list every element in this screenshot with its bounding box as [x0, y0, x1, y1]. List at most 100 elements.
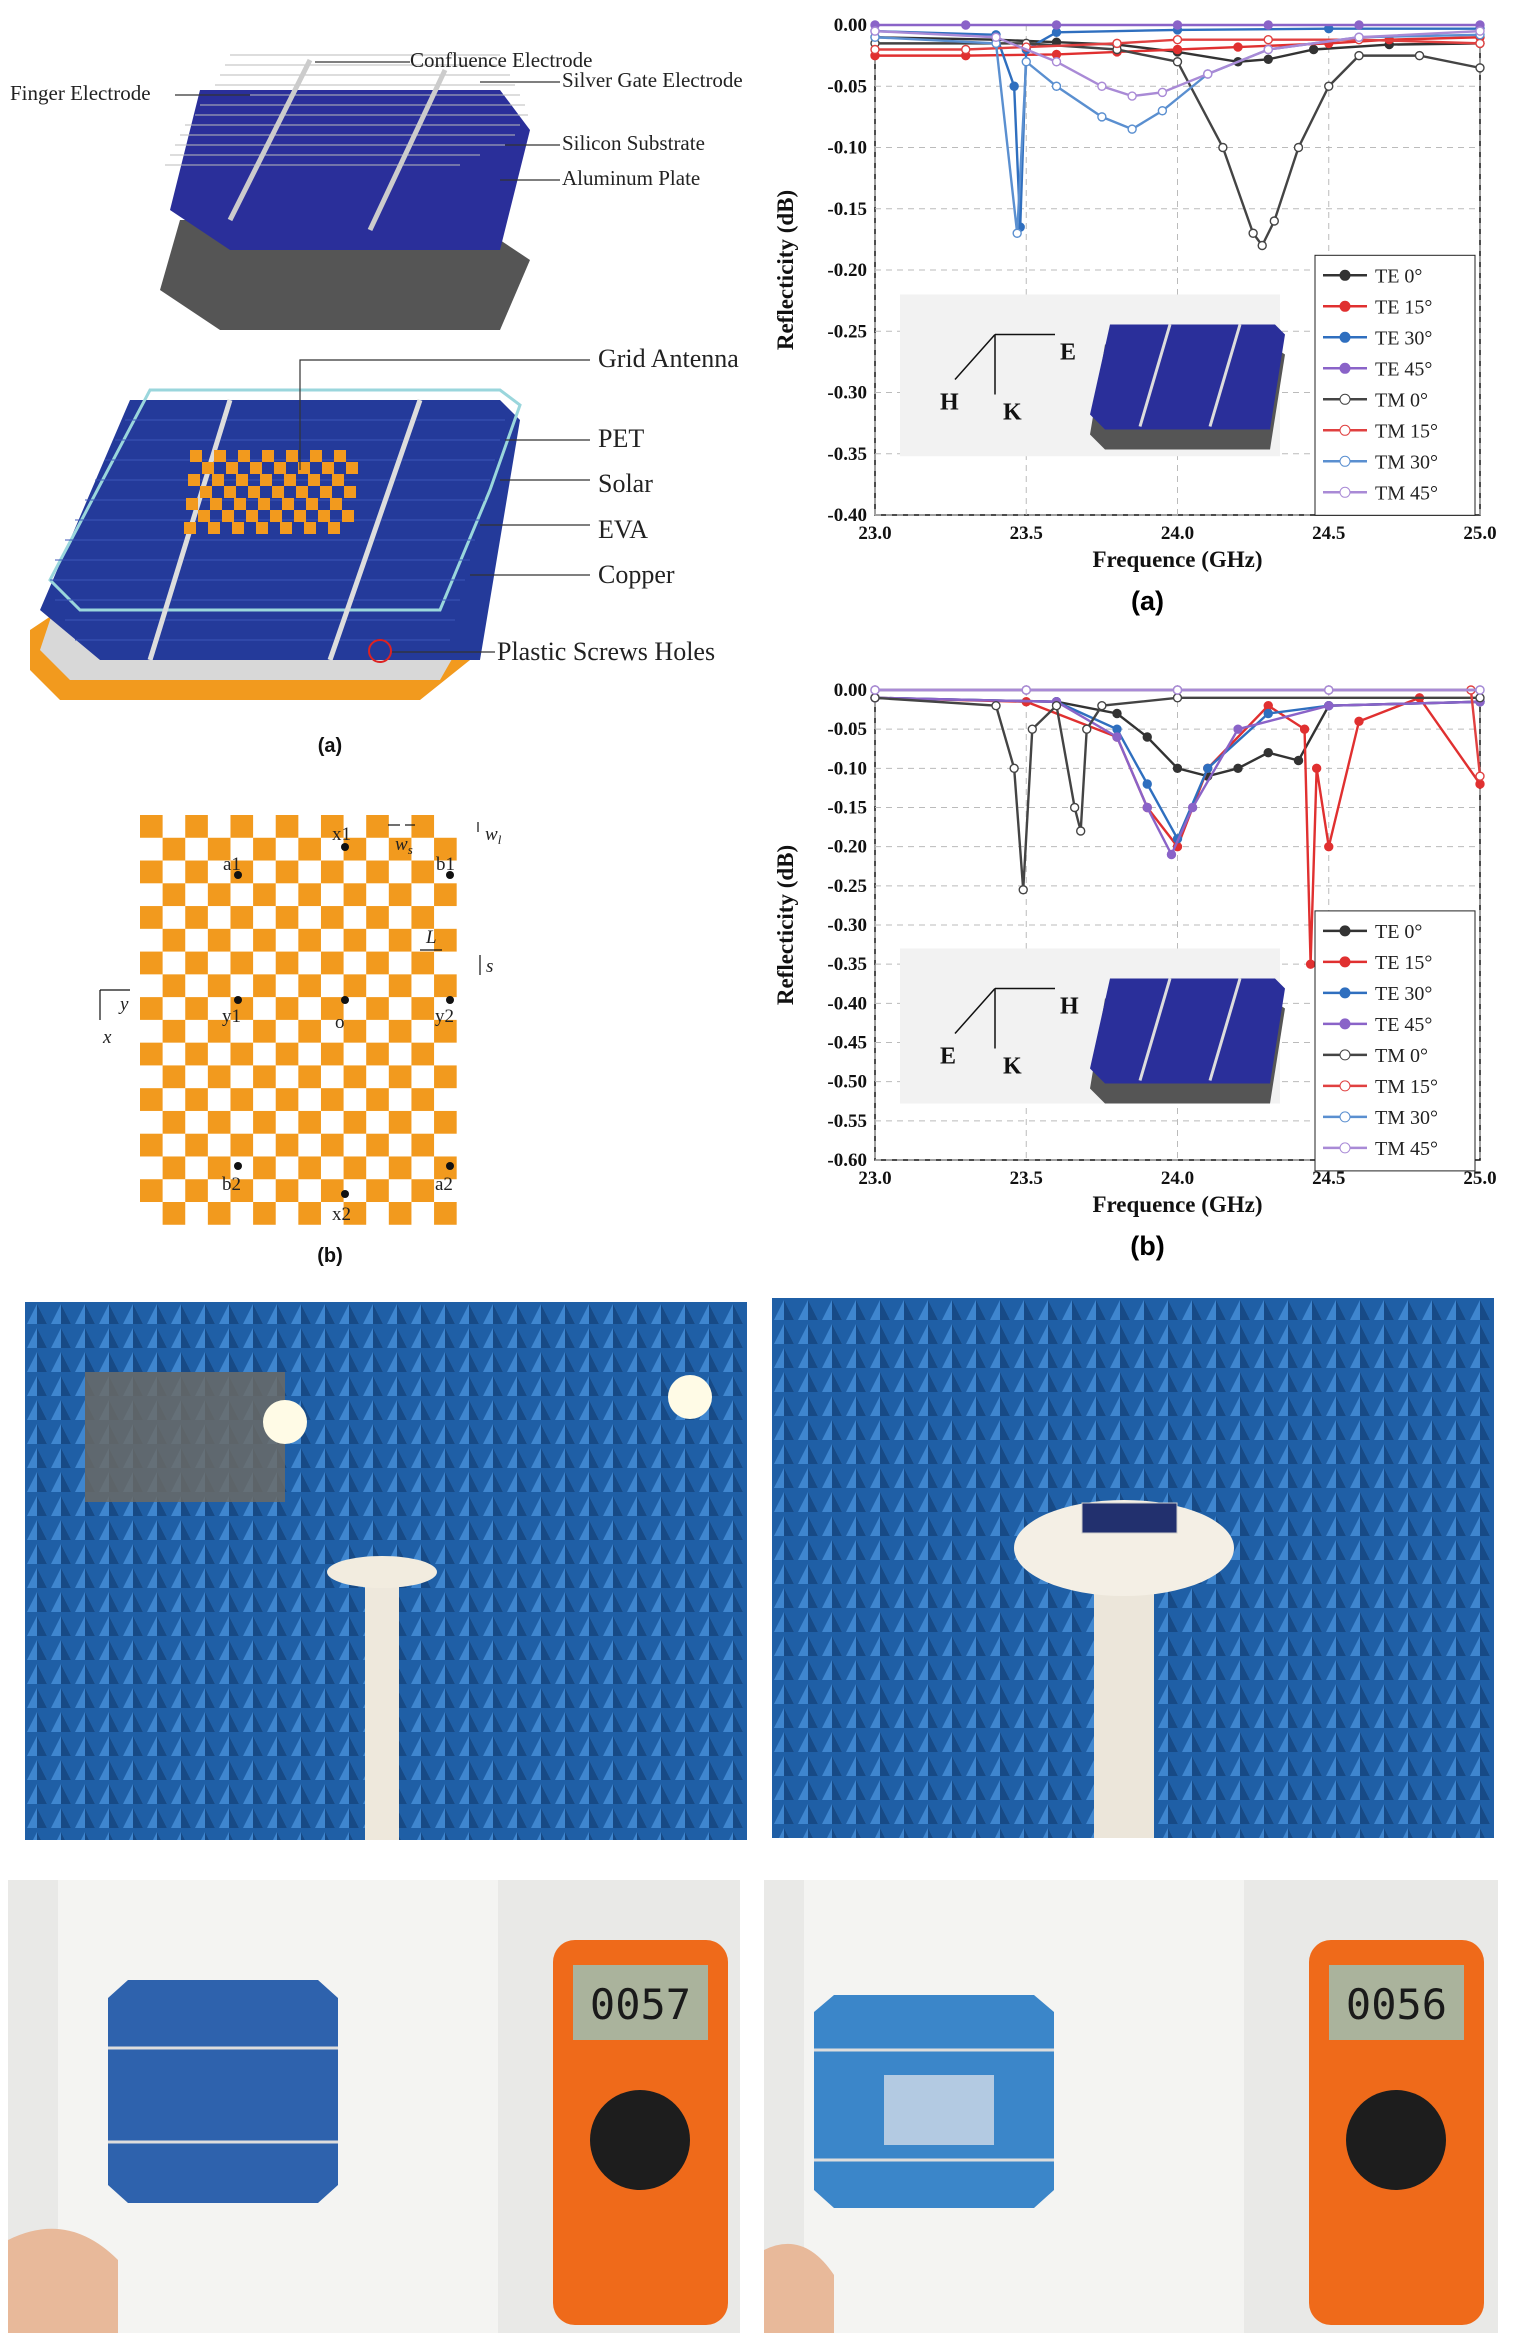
series-point: [1172, 57, 1183, 67]
checker-cell: [411, 860, 435, 884]
series-point: [1012, 228, 1022, 238]
checker-cell: [207, 1156, 231, 1180]
checker-cell: [343, 1202, 367, 1225]
checker-cell: [230, 906, 254, 929]
screw-hole-marker: [368, 639, 392, 663]
meter-reading-left: 0057: [589, 1980, 692, 2029]
checker-cell: [343, 837, 367, 861]
caption-grid-b: (b): [317, 1245, 343, 1267]
checker-cell: [140, 1088, 163, 1111]
y-tick-label: -0.25: [827, 321, 867, 342]
checker-cell: [388, 1065, 412, 1089]
series-point: [1233, 763, 1243, 774]
checker-cell: [298, 1065, 321, 1089]
series-point: [1257, 240, 1267, 251]
checker-cell: [298, 1156, 321, 1180]
x-tick-label: 24.5: [1312, 523, 1345, 544]
legend-marker: [1339, 987, 1351, 999]
y-tick-label: -0.20: [827, 260, 867, 281]
checker-cell: [162, 1156, 186, 1180]
legend-marker: [1339, 1111, 1351, 1123]
series-point: [1354, 50, 1364, 61]
checker-cell: [366, 906, 389, 929]
checker-cell: [388, 1019, 412, 1043]
checker-cell: [411, 1088, 435, 1111]
pt-a2: a2: [435, 1174, 453, 1195]
lower-busbar-right: [327, 399, 423, 661]
legend-label: TM 15°: [1375, 420, 1438, 442]
checker-cell: [434, 974, 457, 998]
checker-cell: [388, 928, 412, 952]
checker-cell: [411, 1042, 435, 1066]
y-tick-label: -0.40: [827, 993, 867, 1014]
checker-cells: [140, 815, 457, 1225]
x-tick-label: 24.5: [1312, 1168, 1345, 1189]
checker-cell: [366, 1042, 389, 1066]
series-point: [1475, 26, 1485, 36]
series-point: [1051, 700, 1062, 711]
series-point: [1263, 700, 1273, 711]
checker-cell: [140, 906, 163, 929]
checker-cell: [207, 883, 231, 907]
pet-outline: [48, 388, 522, 612]
checker-cell: [162, 974, 186, 998]
checker-cell: [275, 906, 299, 929]
checker-cell: [298, 883, 321, 907]
series-point: [1263, 747, 1273, 758]
x-tick-label: 24.0: [1161, 523, 1194, 544]
x-axis-title: Frequence (GHz): [1092, 547, 1262, 572]
checker-cell: [185, 1133, 208, 1157]
checker-cell: [320, 951, 344, 975]
x-axis-title: Frequence (GHz): [1092, 1192, 1262, 1217]
series-point: [991, 32, 1001, 42]
checkerboard-grid-diagram: x1 a1 b1 y1 o y2 b2 a2 x2 ws wl L s: [140, 815, 502, 1225]
series-point: [1112, 732, 1122, 742]
checker-cell: [320, 1088, 344, 1111]
checker-cell: [320, 1133, 344, 1157]
legend-label: TE 15°: [1375, 952, 1432, 974]
series-point: [1172, 685, 1183, 695]
series-point: [1187, 802, 1198, 813]
checker-cell: [411, 951, 435, 975]
checker-cell: [343, 1110, 367, 1134]
inset-axis-label-e: E: [940, 1044, 956, 1070]
series-point: [1157, 106, 1168, 116]
checker-cell: [366, 860, 389, 884]
checker-cell: [185, 1088, 208, 1111]
checker-cell: [253, 974, 276, 998]
series-point: [1112, 724, 1122, 734]
checker-cell: [162, 928, 186, 952]
series-point: [1263, 44, 1273, 55]
series-point: [1263, 708, 1273, 719]
checker-cell: [207, 1202, 231, 1225]
checker-cell: [185, 860, 208, 884]
dim-s: s: [486, 956, 493, 977]
series-point: [1051, 57, 1062, 67]
legend-box: [1314, 910, 1476, 1172]
checker-cell: [320, 997, 344, 1020]
series-point: [1051, 81, 1062, 91]
pt-y1: y1: [222, 1006, 241, 1027]
dim-L: L: [425, 927, 437, 948]
y-tick-label: -0.20: [827, 837, 867, 858]
checker-cell: [185, 906, 208, 929]
checker-cell: [434, 837, 457, 861]
legend-label: TM 0°: [1375, 389, 1428, 411]
aluminum-plate-label: Aluminum Plate: [562, 166, 700, 190]
legend-marker: [1339, 331, 1351, 343]
series-point: [870, 44, 880, 55]
inset-axis-label-h: H: [1060, 994, 1079, 1020]
series-point: [1324, 841, 1334, 852]
confluence-electrode-label: Confluence Electrode: [410, 48, 593, 72]
pt-x1: x1: [332, 824, 351, 845]
checker-cell: [298, 928, 321, 952]
series-point: [1009, 81, 1019, 91]
checker-cell: [411, 1179, 435, 1203]
chart-reflectivity-b: 23.0 23.5 24.0 24.5 25.0 0.00 -0.05 -0.10 -0.15 -…: [773, 680, 1497, 1261]
legend-marker: [1339, 1049, 1351, 1061]
checker-cell: [253, 1110, 276, 1134]
legend-box: [1314, 254, 1476, 516]
series-point: [1263, 54, 1273, 64]
checker-cell: [253, 1202, 276, 1225]
dim-wl: wl: [485, 824, 502, 847]
